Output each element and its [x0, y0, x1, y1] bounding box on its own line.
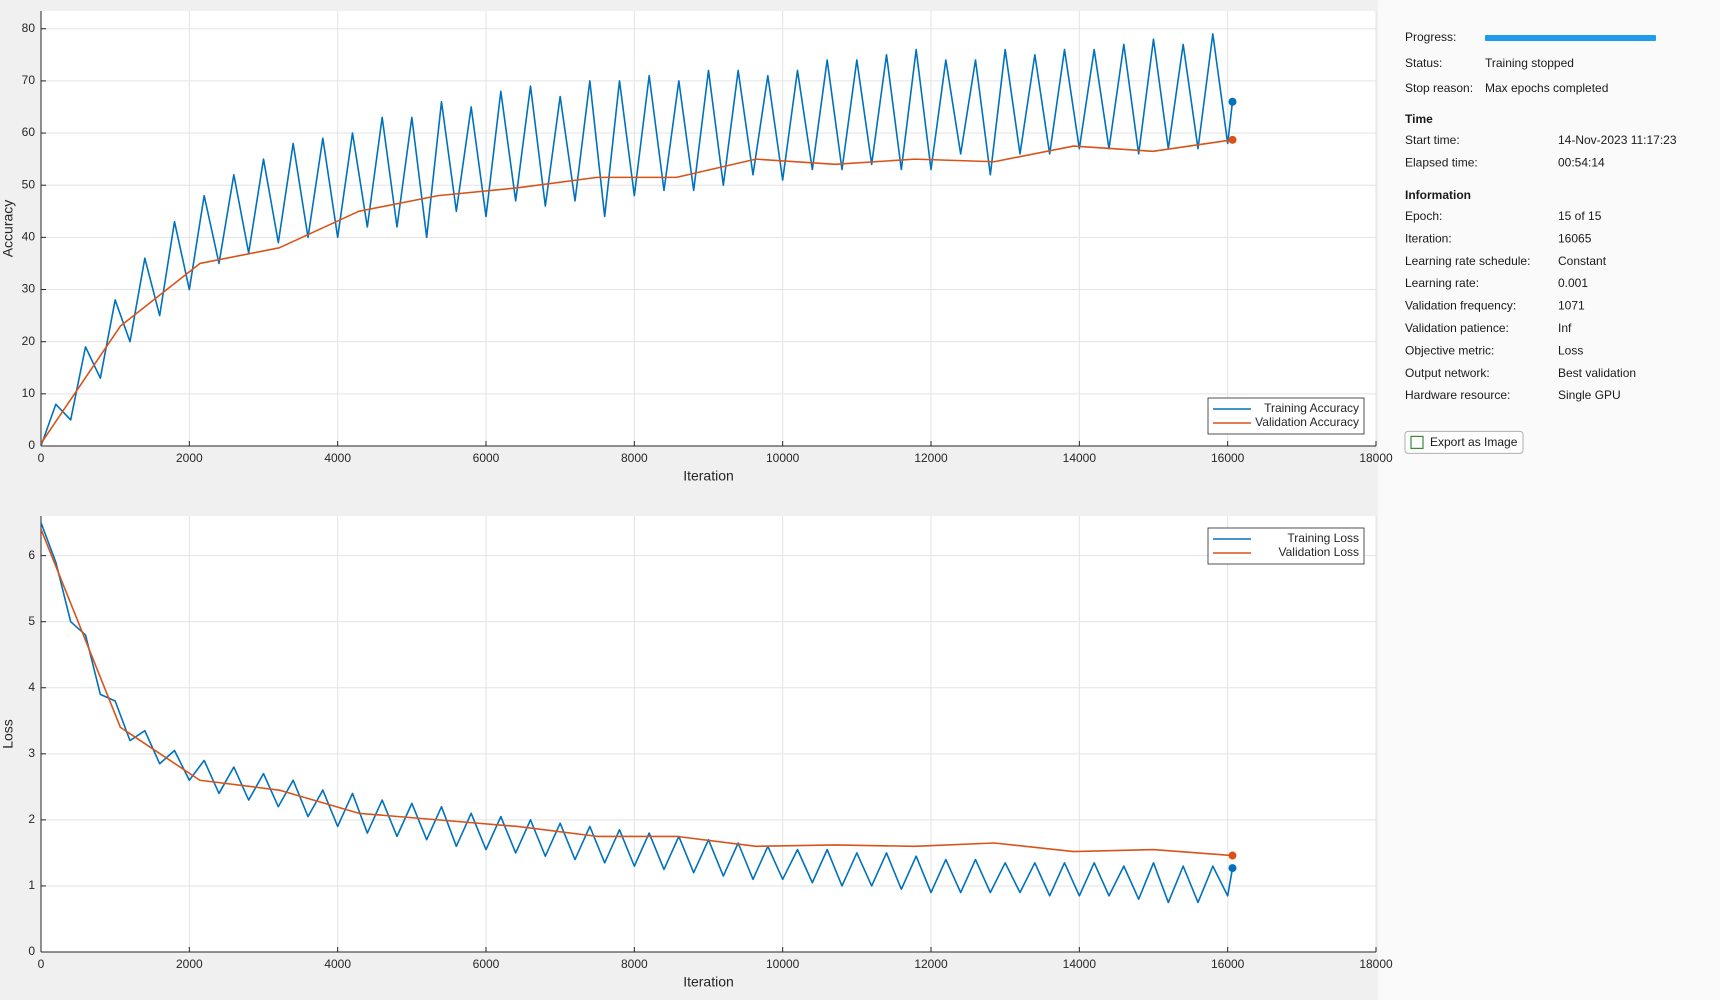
- plot-area: [41, 516, 1376, 952]
- button-icon: [1410, 435, 1424, 449]
- x-tick-label: 16000: [1211, 957, 1245, 971]
- x-tick-label: 0: [38, 451, 45, 465]
- end-marker: [1228, 851, 1237, 860]
- info-value: 14-Nov-2023 11:17:23: [1558, 133, 1677, 147]
- x-tick-label: 14000: [1063, 957, 1097, 971]
- progress-label: Progress:: [1405, 30, 1456, 44]
- info-label: Output network:: [1405, 366, 1490, 380]
- y-tick-label: 60: [22, 125, 36, 139]
- export-button[interactable]: Export as Image: [1404, 430, 1524, 454]
- x-tick-label: 10000: [766, 451, 800, 465]
- info-label: Epoch:: [1405, 209, 1442, 223]
- info-value: 1071: [1558, 299, 1585, 313]
- x-tick-label: 8000: [621, 451, 648, 465]
- series-line: [41, 528, 1233, 857]
- y-tick-label: 5: [28, 614, 35, 628]
- x-tick-label: 18000: [1359, 957, 1393, 971]
- legend-label: Validation Loss: [1279, 545, 1360, 559]
- x-tick-label: 12000: [914, 957, 948, 971]
- x-axis-label: Iteration: [683, 974, 734, 990]
- info-label: Learning rate:: [1405, 276, 1479, 290]
- button-box[interactable]: [1404, 430, 1524, 454]
- info-label: Elapsed time:: [1405, 156, 1478, 170]
- info-label: Objective metric:: [1405, 343, 1494, 357]
- legend-box: [1207, 527, 1365, 565]
- info-value: Single GPU: [1558, 388, 1621, 402]
- progress-bar: [1485, 35, 1656, 41]
- status-label: Status:: [1405, 56, 1442, 70]
- info-label: Learning rate schedule:: [1405, 254, 1530, 268]
- status-value: Training stopped: [1485, 56, 1574, 70]
- info-value: 00:54:14: [1558, 156, 1605, 170]
- legend-box: [1207, 397, 1365, 435]
- end-marker: [1228, 97, 1237, 106]
- info-value: Best validation: [1558, 366, 1636, 380]
- status-value: Max epochs completed: [1485, 81, 1608, 95]
- x-tick-label: 8000: [621, 957, 648, 971]
- end-marker: [1228, 135, 1237, 144]
- y-tick-label: 70: [22, 73, 36, 87]
- info-label: Validation patience:: [1405, 321, 1509, 335]
- y-tick-label: 50: [22, 177, 36, 191]
- x-tick-label: 4000: [324, 957, 351, 971]
- series-line: [41, 139, 1233, 444]
- info-value: Loss: [1558, 343, 1583, 357]
- x-axis-label: Iteration: [683, 468, 734, 484]
- section-title: Information: [1405, 188, 1471, 202]
- x-tick-label: 4000: [324, 451, 351, 465]
- legend-label: Training Accuracy: [1264, 401, 1359, 415]
- y-tick-label: 2: [28, 812, 35, 826]
- y-tick-label: 3: [28, 746, 35, 760]
- y-tick-label: 4: [28, 680, 35, 694]
- y-tick-label: 0: [28, 438, 35, 452]
- x-tick-label: 0: [38, 957, 45, 971]
- x-tick-label: 6000: [473, 957, 500, 971]
- x-tick-label: 6000: [473, 451, 500, 465]
- x-tick-label: 14000: [1063, 451, 1097, 465]
- legend-label: Validation Accuracy: [1255, 415, 1359, 429]
- info-value: 0.001: [1558, 276, 1588, 290]
- info-panel: [1378, 0, 1720, 1000]
- y-axis-label: Loss: [0, 719, 16, 749]
- series-line: [41, 522, 1234, 904]
- info-value: Constant: [1558, 254, 1607, 268]
- y-axis-label: Accuracy: [0, 200, 16, 258]
- legend-label: Training Loss: [1287, 531, 1359, 545]
- info-label: Start time:: [1405, 133, 1460, 147]
- y-tick-label: 40: [22, 230, 36, 244]
- info-label: Iteration:: [1405, 231, 1452, 245]
- y-tick-label: 10: [22, 386, 36, 400]
- x-tick-label: 2000: [176, 957, 203, 971]
- info-value: 16065: [1558, 231, 1592, 245]
- section-title: Time: [1405, 112, 1433, 126]
- info-value: Inf: [1558, 321, 1572, 335]
- y-tick-label: 30: [22, 282, 36, 296]
- y-tick-label: 1: [28, 878, 35, 892]
- y-tick-label: 0: [28, 944, 35, 958]
- y-tick-label: 80: [22, 21, 36, 35]
- x-tick-label: 2000: [176, 451, 203, 465]
- x-tick-label: 10000: [766, 957, 800, 971]
- info-label: Hardware resource:: [1405, 388, 1510, 402]
- series-line: [41, 33, 1234, 447]
- info-label: Validation frequency:: [1405, 299, 1516, 313]
- y-tick-label: 20: [22, 334, 36, 348]
- x-tick-label: 18000: [1359, 451, 1393, 465]
- info-value: 15 of 15: [1558, 209, 1602, 223]
- x-tick-label: 12000: [914, 451, 948, 465]
- x-tick-label: 16000: [1211, 451, 1245, 465]
- y-tick-label: 6: [28, 548, 35, 562]
- button-label[interactable]: Export as Image: [1430, 435, 1518, 449]
- plot-area: [41, 11, 1376, 446]
- end-marker: [1228, 864, 1237, 873]
- status-label: Stop reason:: [1405, 81, 1473, 95]
